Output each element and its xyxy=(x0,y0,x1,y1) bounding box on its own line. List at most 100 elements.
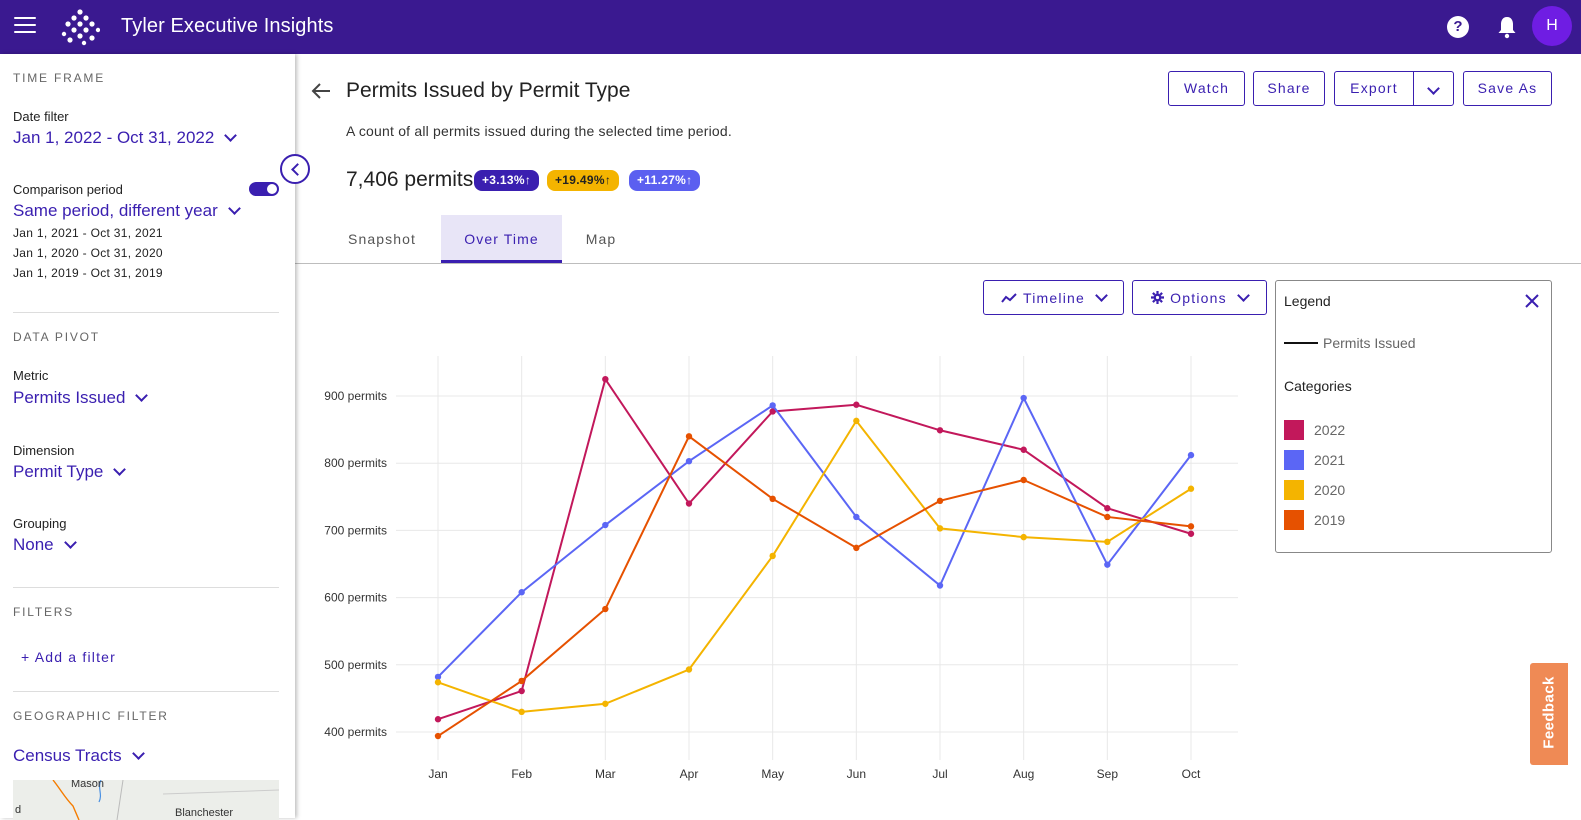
date-filter-value: Jan 1, 2022 - Oct 31, 2022 xyxy=(13,128,215,147)
chevron-down-icon xyxy=(1427,82,1440,95)
map-label-d: d xyxy=(15,804,21,816)
x-tick-label: Oct xyxy=(1182,767,1201,781)
time-frame-title: TIME FRAME xyxy=(13,71,105,85)
change-badge-2019: +11.27%↑ xyxy=(629,170,701,191)
tab-snapshot[interactable]: Snapshot xyxy=(348,231,416,247)
export-button[interactable]: Export xyxy=(1334,71,1414,106)
options-label: Options xyxy=(1170,289,1227,306)
filters-title: FILTERS xyxy=(13,605,75,619)
series-line-2019 xyxy=(437,434,1192,737)
date-filter-dropdown[interactable]: Jan 1, 2022 - Oct 31, 2022 xyxy=(13,128,238,148)
chevron-down-icon xyxy=(227,202,241,215)
watch-button[interactable]: Watch xyxy=(1168,71,1245,106)
data-point-2020 xyxy=(602,700,609,707)
grouping-value: None xyxy=(13,535,54,554)
chevron-down-icon xyxy=(1236,288,1250,302)
timeline-dropdown[interactable]: Timeline xyxy=(983,280,1124,315)
legend-item-label: 2022 xyxy=(1314,422,1346,438)
data-point-2019 xyxy=(518,677,525,685)
back-arrow-icon[interactable] xyxy=(311,82,331,100)
sidebar: TIME FRAME Date filter Jan 1, 2022 - Oct… xyxy=(0,54,295,820)
bell-icon[interactable] xyxy=(1496,15,1518,39)
legend-item-2020[interactable]: 2020 xyxy=(1284,480,1345,500)
trend-icon xyxy=(1001,292,1017,303)
x-tick-label: Jan xyxy=(428,767,447,781)
user-avatar[interactable]: H xyxy=(1532,6,1572,46)
map-label-mason: Mason xyxy=(71,780,104,790)
save-as-button[interactable]: Save As xyxy=(1463,71,1552,106)
legend-panel: Legend Permits Issued Categories 2022 20… xyxy=(1275,280,1552,553)
y-tick-label: 400 permits xyxy=(324,725,387,739)
feedback-tab[interactable]: Feedback xyxy=(1530,663,1568,765)
dimension-label: Dimension xyxy=(13,443,75,458)
plus-icon: + xyxy=(21,649,35,665)
data-pivot-title: DATA PIVOT xyxy=(13,330,100,344)
arrow-up-icon: ↑ xyxy=(686,173,693,187)
data-point-2022 xyxy=(1104,505,1111,512)
legend-item-label: 2021 xyxy=(1314,452,1346,468)
metric-label: Metric xyxy=(13,368,49,383)
data-point-2019 xyxy=(602,605,609,613)
data-point-2021 xyxy=(602,521,609,529)
legend-item-2019[interactable]: 2019 xyxy=(1284,510,1345,530)
share-button[interactable]: Share xyxy=(1253,71,1325,106)
legend-line-sample xyxy=(1284,342,1318,344)
tab-over-time[interactable]: Over Time xyxy=(441,215,562,263)
y-tick-label: 800 permits xyxy=(324,456,387,470)
grouping-label: Grouping xyxy=(13,516,67,531)
date-filter-label: Date filter xyxy=(13,109,69,124)
menu-icon[interactable] xyxy=(14,17,36,35)
dimension-value: Permit Type xyxy=(13,462,104,481)
divider xyxy=(13,587,279,588)
geographic-filter-dropdown[interactable]: Census Tracts xyxy=(13,746,145,766)
data-point-2021 xyxy=(1187,451,1195,459)
data-point-2022 xyxy=(1187,530,1195,537)
data-point-2019 xyxy=(1104,513,1111,521)
data-point-2022 xyxy=(434,716,442,723)
legend-item-label: 2019 xyxy=(1314,512,1346,528)
data-point-2019 xyxy=(434,732,442,740)
comparison-toggle[interactable] xyxy=(249,182,279,196)
chevron-down-icon xyxy=(224,129,238,142)
page-description: A count of all permits issued during the… xyxy=(346,123,732,139)
data-point-2021 xyxy=(769,402,776,409)
metric-value: Permits Issued xyxy=(13,388,126,407)
data-point-2020 xyxy=(685,666,693,673)
data-point-2020 xyxy=(518,708,525,716)
add-filter-button[interactable]: + Add a filter xyxy=(21,649,116,665)
series-line-2020 xyxy=(437,419,1192,713)
geographic-filter-value: Census Tracts xyxy=(13,746,122,765)
comparison-dropdown[interactable]: Same period, different year xyxy=(13,201,241,221)
legend-item-2022[interactable]: 2022 xyxy=(1284,420,1345,440)
dimension-dropdown[interactable]: Permit Type xyxy=(13,462,127,482)
x-tick-label: Mar xyxy=(595,767,616,781)
metric-dropdown[interactable]: Permits Issued xyxy=(13,388,149,408)
legend-swatch xyxy=(1284,480,1304,500)
legend-swatch xyxy=(1284,420,1304,440)
feedback-label: Feedback xyxy=(1540,676,1558,749)
chevron-down-icon xyxy=(113,463,127,476)
data-point-2020 xyxy=(1020,533,1027,541)
help-icon[interactable]: ? xyxy=(1447,16,1469,38)
tab-map[interactable]: Map xyxy=(585,231,617,247)
y-tick-label: 700 permits xyxy=(324,523,387,537)
data-point-2020 xyxy=(434,679,442,686)
x-tick-label: May xyxy=(761,767,784,781)
legend-item-2021[interactable]: 2021 xyxy=(1284,450,1345,470)
change-badge-2021: +3.13%↑ xyxy=(474,170,540,191)
data-point-2021 xyxy=(518,589,525,596)
tab-divider xyxy=(295,263,1581,264)
export-dropdown-button[interactable] xyxy=(1413,71,1454,106)
data-point-2021 xyxy=(434,673,442,681)
data-point-2022 xyxy=(685,500,693,507)
map-thumbnail[interactable]: Mason d Blanchester xyxy=(13,780,279,820)
data-point-2022 xyxy=(602,376,609,383)
options-dropdown[interactable]: Options xyxy=(1132,280,1267,315)
grouping-dropdown[interactable]: None xyxy=(13,535,77,555)
logo-icon xyxy=(61,9,100,46)
data-point-2020 xyxy=(936,525,944,532)
collapse-sidebar-button[interactable] xyxy=(280,154,310,184)
comparison-date-2020: Jan 1, 2020 - Oct 31, 2020 xyxy=(13,246,163,260)
close-icon[interactable] xyxy=(1522,291,1542,311)
y-tick-label: 900 permits xyxy=(324,389,387,403)
